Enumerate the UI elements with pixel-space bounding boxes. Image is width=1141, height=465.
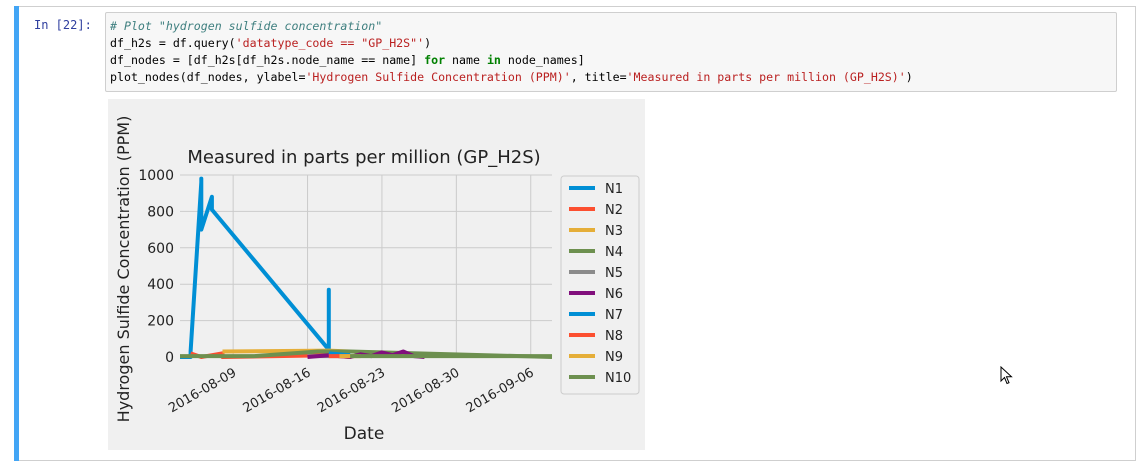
code-token: # Plot "hydrogen sulfide concentration" <box>110 19 383 33</box>
grid-lines <box>180 174 552 358</box>
legend: N1 N2 N3 N4 N5 N6 N7 N8 N9 N10 <box>560 175 640 395</box>
y-tick-label: 200 <box>147 314 174 330</box>
code-input-area[interactable] <box>105 12 1117 92</box>
legend-label: N9 <box>605 350 623 365</box>
code-token: ) <box>424 36 432 50</box>
code-line: # Plot "hydrogen sulfide concentration" <box>110 18 913 35</box>
code-token: name <box>445 53 487 67</box>
y-tick-labels: 0 200 400 600 800 1000 <box>138 168 174 366</box>
y-tick-label: 600 <box>147 241 174 257</box>
legend-label: N1 <box>605 182 623 197</box>
x-tick-label: 2016-08-16 <box>241 365 314 416</box>
legend-label: N3 <box>605 224 623 239</box>
legend-label: N8 <box>605 329 623 344</box>
legend-label: N4 <box>605 245 623 260</box>
code-token: , title= <box>570 70 627 84</box>
legend-label: N7 <box>605 308 623 323</box>
code-token: ) <box>905 70 913 84</box>
x-tick-label: 2016-09-06 <box>464 365 537 416</box>
code-editor[interactable]: # Plot "hydrogen sulfide concentration" d… <box>110 18 913 86</box>
code-token: 'Hydrogen Sulfide Concentration (PPM)' <box>305 70 571 84</box>
y-axis-label: Hydrogen Sulfide Concentration (PPM) <box>114 116 133 423</box>
x-tick-label: 2016-08-30 <box>389 365 462 416</box>
x-tick-label: 2016-08-09 <box>166 365 239 416</box>
code-line: df_h2s = df.query('datatype_code == "GP_… <box>110 35 913 52</box>
x-tick-labels: 2016-08-09 2016-08-16 2016-08-23 2016-08-30… <box>166 365 537 416</box>
series-lines <box>180 176 553 359</box>
cell-selection-bar <box>14 6 19 461</box>
plot-output: 0 200 400 600 800 1000 2016-08-09 2016-08-16 20… <box>108 99 645 450</box>
x-axis-label: Date <box>344 424 385 444</box>
series-line-n4 <box>180 349 553 359</box>
mouse-cursor-icon <box>1000 366 1013 385</box>
y-tick-label: 400 <box>147 277 174 293</box>
y-tick-label: 800 <box>147 204 174 220</box>
code-line: plot_nodes(df_nodes, ylabel='Hydrogen Su… <box>110 69 913 86</box>
code-token: 'Measured in parts per million (GP_H2S)' <box>626 70 906 84</box>
y-tick-label: 1000 <box>138 168 174 184</box>
code-token: plot_nodes(df_nodes, ylabel= <box>110 70 306 84</box>
legend-label: N10 <box>605 371 631 386</box>
legend-label: N5 <box>605 266 623 281</box>
legend-label: N6 <box>605 287 623 302</box>
chart-title: Measured in parts per million (GP_H2S) <box>187 147 540 168</box>
code-token: for <box>424 53 446 67</box>
code-token: df_h2s = df.query( <box>110 36 236 50</box>
code-token: node_names] <box>500 53 585 67</box>
code-token: in <box>486 53 501 67</box>
cell-prompt: In [22]: <box>34 18 92 32</box>
code-line: df_nodes = [df_h2s[df_h2s.node_name == n… <box>110 52 913 69</box>
legend-label: N2 <box>605 203 623 218</box>
code-token: df_nodes = [df_h2s[df_h2s.node_name == n… <box>110 53 425 67</box>
series-line-n1 <box>180 176 331 359</box>
code-token: 'datatype_code == "GP_H2S"' <box>235 36 425 50</box>
x-tick-label: 2016-08-23 <box>315 365 388 416</box>
y-tick-label: 0 <box>165 350 174 366</box>
